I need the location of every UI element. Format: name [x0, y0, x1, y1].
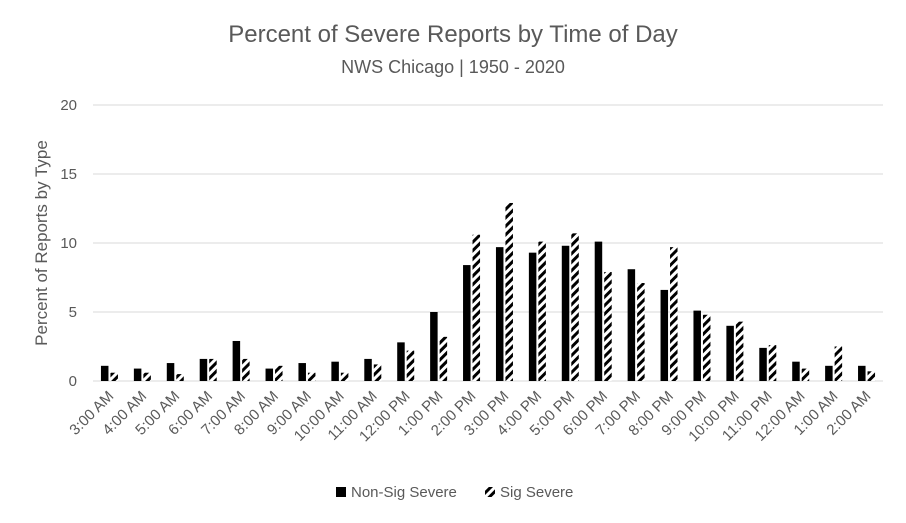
bar-sig-severe: [439, 336, 448, 381]
bar-sig-severe: [307, 372, 316, 381]
bar-sig-severe: [143, 372, 151, 381]
bar-non-sig-severe: [561, 245, 570, 381]
bar-sig-severe: [604, 271, 612, 381]
legend-swatch-sig: [485, 487, 495, 497]
bar-sig-severe: [340, 372, 349, 381]
bar-sig-severe: [373, 364, 382, 381]
bar-non-sig-severe: [430, 312, 438, 381]
chart-title: Percent of Severe Reports by Time of Day: [228, 21, 678, 48]
bar-sig-severe: [571, 233, 579, 381]
bar-non-sig-severe: [463, 265, 471, 381]
y-tick-label: 5: [69, 304, 77, 321]
y-tick-labels: 0 5 10 15 20: [60, 97, 77, 390]
bar-non-sig-severe: [199, 358, 208, 381]
bar-non-sig-severe: [528, 252, 537, 381]
bar-non-sig-severe: [825, 365, 833, 381]
legend-swatch-non-sig: [336, 487, 346, 497]
chart-subtitle: NWS Chicago | 1950 - 2020: [341, 57, 565, 77]
y-axis-label: Percent of Reports by Type: [32, 140, 51, 346]
legend: Non-Sig Severe Sig Severe: [336, 484, 573, 501]
bar-non-sig-severe: [858, 365, 866, 381]
bar-non-sig-severe: [693, 310, 701, 381]
bar-non-sig-severe: [660, 289, 669, 381]
bar-sig-severe: [834, 346, 843, 381]
y-tick-label: 10: [60, 235, 77, 252]
bar-non-sig-severe: [495, 247, 504, 381]
bar-sig-severe: [505, 202, 513, 381]
bar-non-sig-severe: [594, 241, 603, 381]
bar-sig-severe: [735, 321, 744, 381]
bars: [100, 202, 876, 381]
bar-sig-severe: [670, 247, 678, 381]
bar-sig-severe: [209, 358, 217, 381]
bar-non-sig-severe: [232, 340, 241, 381]
bar-sig-severe: [472, 234, 481, 381]
bar-non-sig-severe: [166, 363, 175, 381]
legend-label-sig: Sig Severe: [500, 484, 573, 501]
bar-non-sig-severe: [133, 368, 142, 381]
bar-non-sig-severe: [331, 361, 339, 381]
bar-non-sig-severe: [298, 363, 306, 381]
bar-sig-severe: [275, 365, 283, 381]
bar-sig-severe: [110, 372, 118, 381]
bar-sig-severe: [801, 368, 810, 381]
bar-sig-severe: [867, 371, 876, 381]
bar-non-sig-severe: [265, 368, 274, 381]
bar-non-sig-severe: [100, 365, 109, 381]
bar-non-sig-severe: [364, 358, 372, 381]
bar-sig-severe: [406, 350, 415, 381]
gridlines: [93, 104, 883, 382]
bar-sig-severe: [242, 358, 250, 381]
bar-non-sig-severe: [792, 361, 800, 381]
legend-label-non-sig: Non-Sig Severe: [351, 484, 457, 501]
bar-sig-severe: [702, 314, 711, 381]
y-tick-label: 20: [60, 97, 77, 114]
x-tick-labels: 3:00 AM4:00 AM5:00 AM6:00 AM7:00 AM8:00 …: [66, 388, 874, 445]
y-tick-label: 15: [60, 166, 77, 183]
bar-non-sig-severe: [726, 325, 734, 381]
bar-non-sig-severe: [759, 347, 767, 381]
bar-sig-severe: [768, 345, 777, 381]
y-tick-label: 0: [69, 373, 77, 390]
bar-sig-severe: [538, 241, 546, 381]
bar-sig-severe: [176, 374, 184, 381]
bar-sig-severe: [637, 283, 645, 381]
bar-non-sig-severe: [397, 342, 405, 381]
bar-non-sig-severe: [627, 269, 636, 381]
